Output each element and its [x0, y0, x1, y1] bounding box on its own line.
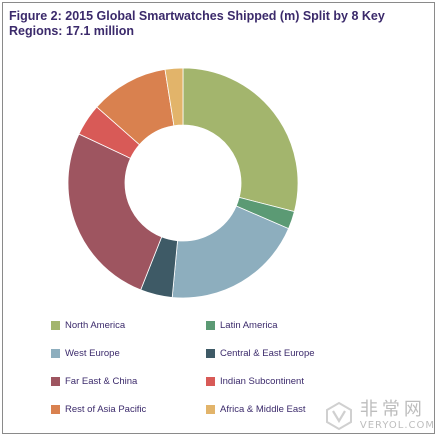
slice-north-america: [182, 67, 299, 213]
slice-far-east-and-china: [67, 133, 163, 291]
chart-title-line-2: Regions: 17.1 million: [9, 24, 135, 38]
watermark-cn-text: 非常网: [359, 399, 426, 420]
watermark-logo-icon: [325, 401, 352, 431]
chart-title-line-1: Figure 2: 2015 Global Smartwatches Shipp…: [9, 9, 385, 23]
chart-title: Figure 2: 2015 Global Smartwatches Shipp…: [9, 9, 419, 39]
slice-west-europe: [171, 205, 290, 299]
watermark-en-text: VERYOL.COM: [359, 420, 435, 431]
watermark: 非常网 VERYOL.COM: [285, 397, 435, 435]
slice-africa-and-middle-east: [164, 67, 184, 127]
